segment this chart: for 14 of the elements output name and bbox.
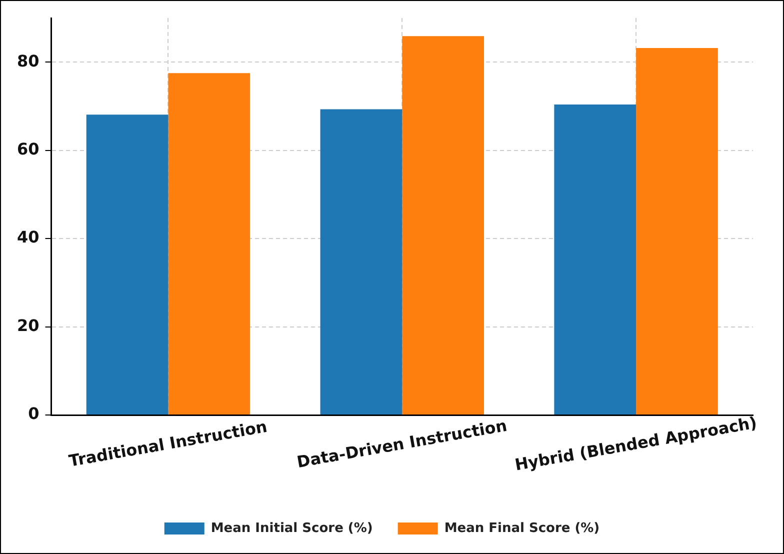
bar (636, 48, 718, 414)
y-tick-label: 20 (17, 316, 40, 335)
bar (168, 73, 250, 414)
x-tick-label: Data-Driven Instruction (295, 416, 508, 472)
bar (86, 114, 168, 414)
bar (554, 104, 636, 414)
y-tick-label: 80 (17, 51, 40, 70)
bar (320, 109, 402, 414)
legend-label: Mean Final Score (%) (444, 520, 600, 536)
y-tick-label: 0 (28, 404, 40, 424)
y-tick-label: 60 (17, 139, 40, 158)
legend-label: Mean Initial Score (%) (210, 520, 373, 536)
bar (402, 36, 484, 414)
y-tick-label: 40 (17, 228, 40, 247)
